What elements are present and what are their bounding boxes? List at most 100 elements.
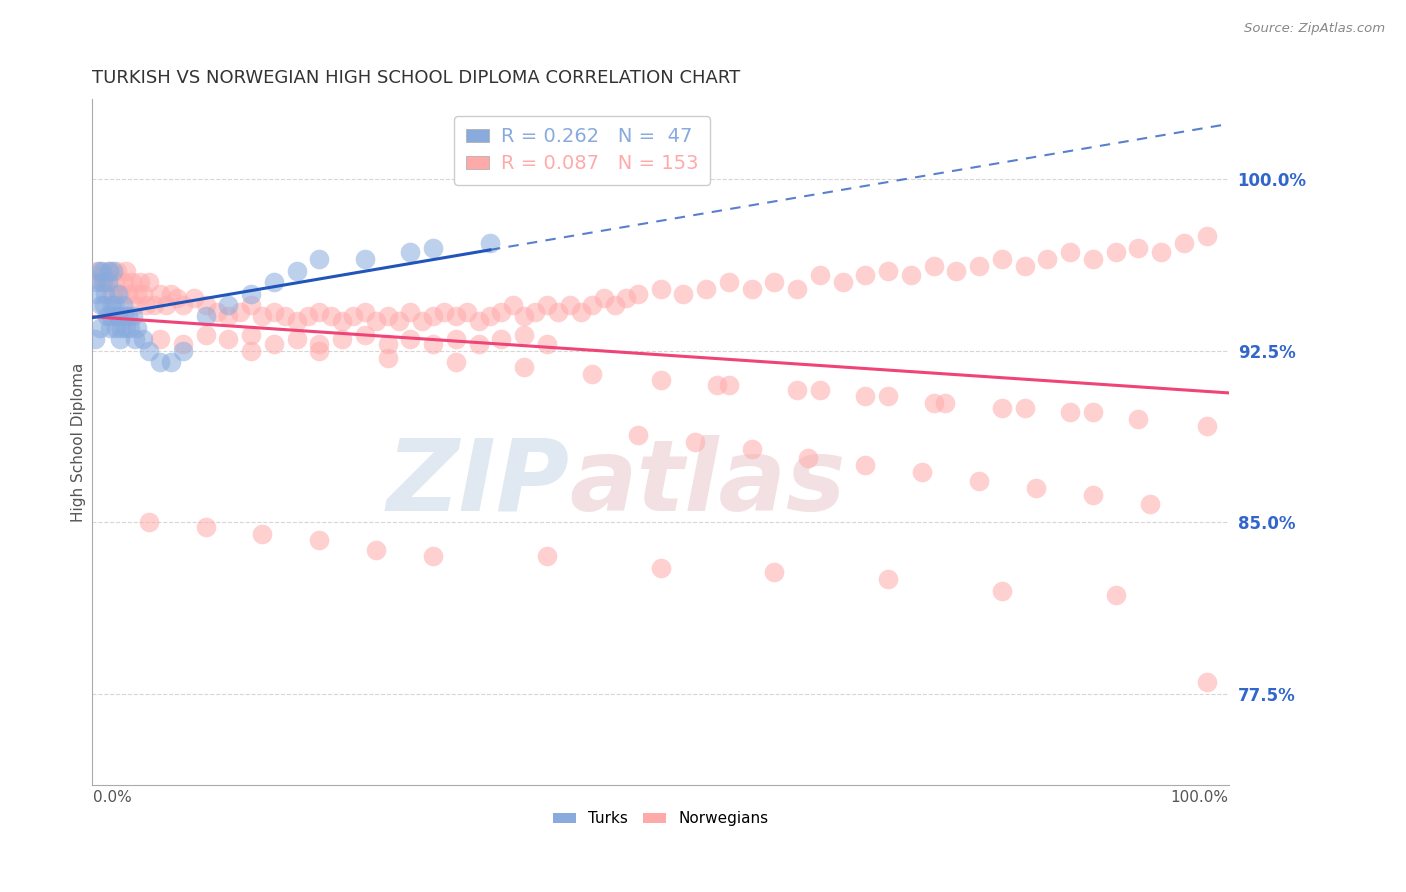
Point bbox=[513, 359, 536, 374]
Point bbox=[422, 336, 444, 351]
Point bbox=[308, 343, 330, 358]
Point bbox=[319, 310, 342, 324]
Point bbox=[603, 298, 626, 312]
Point bbox=[172, 343, 194, 358]
Point bbox=[353, 252, 375, 267]
Point bbox=[853, 458, 876, 472]
Point bbox=[240, 298, 263, 312]
Point bbox=[399, 305, 422, 319]
Point bbox=[1195, 419, 1218, 434]
Point bbox=[1025, 481, 1047, 495]
Point bbox=[240, 343, 263, 358]
Point bbox=[411, 314, 433, 328]
Point bbox=[581, 298, 603, 312]
Point bbox=[217, 298, 239, 312]
Text: TURKISH VS NORWEGIAN HIGH SCHOOL DIPLOMA CORRELATION CHART: TURKISH VS NORWEGIAN HIGH SCHOOL DIPLOMA… bbox=[91, 69, 740, 87]
Point bbox=[90, 298, 112, 312]
Point bbox=[1059, 405, 1081, 419]
Point bbox=[128, 275, 150, 289]
Point bbox=[121, 310, 143, 324]
Point bbox=[377, 336, 399, 351]
Point bbox=[513, 327, 536, 342]
Point bbox=[592, 291, 614, 305]
Point bbox=[422, 310, 444, 324]
Point bbox=[399, 245, 422, 260]
Point bbox=[467, 314, 489, 328]
Point bbox=[96, 310, 118, 324]
Point bbox=[1195, 675, 1218, 690]
Point bbox=[478, 236, 501, 251]
Point bbox=[1104, 588, 1126, 602]
Point bbox=[650, 282, 672, 296]
Point bbox=[444, 355, 467, 369]
Point bbox=[547, 305, 569, 319]
Point bbox=[87, 263, 110, 277]
Point bbox=[108, 310, 131, 324]
Point bbox=[627, 428, 650, 442]
Point bbox=[91, 275, 114, 289]
Point bbox=[524, 305, 547, 319]
Point bbox=[252, 526, 274, 541]
Point bbox=[706, 378, 728, 392]
Point bbox=[160, 286, 183, 301]
Point bbox=[616, 291, 638, 305]
Point bbox=[274, 310, 297, 324]
Legend: Turks, Norwegians: Turks, Norwegians bbox=[547, 805, 775, 832]
Point bbox=[1036, 252, 1059, 267]
Point bbox=[330, 314, 353, 328]
Point bbox=[695, 282, 717, 296]
Point bbox=[536, 298, 558, 312]
Point bbox=[89, 321, 111, 335]
Text: 0.0%: 0.0% bbox=[93, 789, 132, 805]
Point bbox=[101, 286, 124, 301]
Point bbox=[97, 263, 120, 277]
Point bbox=[297, 310, 319, 324]
Point bbox=[110, 321, 132, 335]
Point bbox=[741, 442, 763, 456]
Point bbox=[945, 263, 967, 277]
Point bbox=[1081, 252, 1104, 267]
Point bbox=[366, 542, 388, 557]
Point bbox=[132, 332, 155, 346]
Point bbox=[120, 321, 142, 335]
Point bbox=[240, 286, 263, 301]
Point bbox=[683, 435, 706, 450]
Point bbox=[536, 336, 558, 351]
Point bbox=[308, 336, 330, 351]
Point bbox=[478, 310, 501, 324]
Point bbox=[217, 310, 239, 324]
Point bbox=[831, 275, 853, 289]
Point bbox=[717, 275, 740, 289]
Point bbox=[115, 321, 138, 335]
Point bbox=[1081, 405, 1104, 419]
Point bbox=[342, 310, 364, 324]
Point bbox=[991, 252, 1014, 267]
Point bbox=[922, 259, 945, 273]
Point bbox=[1014, 259, 1036, 273]
Point bbox=[797, 451, 820, 466]
Point bbox=[285, 263, 308, 277]
Point bbox=[240, 327, 263, 342]
Point bbox=[900, 268, 922, 283]
Point bbox=[138, 343, 160, 358]
Point bbox=[124, 332, 146, 346]
Point bbox=[172, 336, 194, 351]
Point bbox=[103, 298, 125, 312]
Point bbox=[98, 321, 121, 335]
Point bbox=[127, 286, 149, 301]
Point bbox=[934, 396, 956, 410]
Point bbox=[217, 332, 239, 346]
Point bbox=[741, 282, 763, 296]
Point bbox=[991, 583, 1014, 598]
Point bbox=[285, 314, 308, 328]
Point bbox=[536, 549, 558, 564]
Point bbox=[112, 310, 135, 324]
Point bbox=[1139, 497, 1161, 511]
Point bbox=[90, 275, 112, 289]
Point bbox=[194, 310, 217, 324]
Point bbox=[763, 275, 786, 289]
Point bbox=[107, 286, 129, 301]
Point bbox=[97, 275, 120, 289]
Point bbox=[124, 298, 146, 312]
Point bbox=[433, 305, 456, 319]
